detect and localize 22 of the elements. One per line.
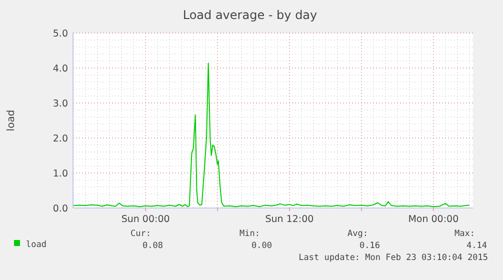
text: 4.14 — [466, 241, 487, 251]
x-tick-label: Sun 12:00 — [265, 214, 314, 225]
y-tick-label: 0.0 — [52, 204, 68, 214]
text: Cur: — [130, 229, 151, 239]
y-tick-label: 1.0 — [52, 168, 68, 180]
y-axis-title: load — [6, 110, 17, 132]
text: Max: — [454, 229, 475, 239]
text: Min: — [240, 229, 260, 239]
y-tick-label: 4.0 — [52, 64, 68, 74]
text: 0.00 — [252, 241, 272, 251]
text: 0.08 — [142, 241, 163, 251]
y-tick-label: 3.0 — [52, 98, 68, 110]
y-tick-label: 2.0 — [52, 134, 68, 144]
x-tick-label: Sun 00:00 — [121, 214, 170, 225]
line-series — [73, 62, 470, 208]
x-tick-label: Mon 00:00 — [408, 214, 459, 225]
text: Avg: — [348, 229, 368, 239]
legend-label: load — [26, 240, 46, 250]
text: Last update: Mon Feb 23 03:10:04 2015 — [298, 253, 488, 263]
chart-title: Load average - by day — [182, 8, 318, 22]
text: 0.16 — [360, 241, 380, 251]
y-tick-label: 5.0 — [52, 28, 68, 40]
